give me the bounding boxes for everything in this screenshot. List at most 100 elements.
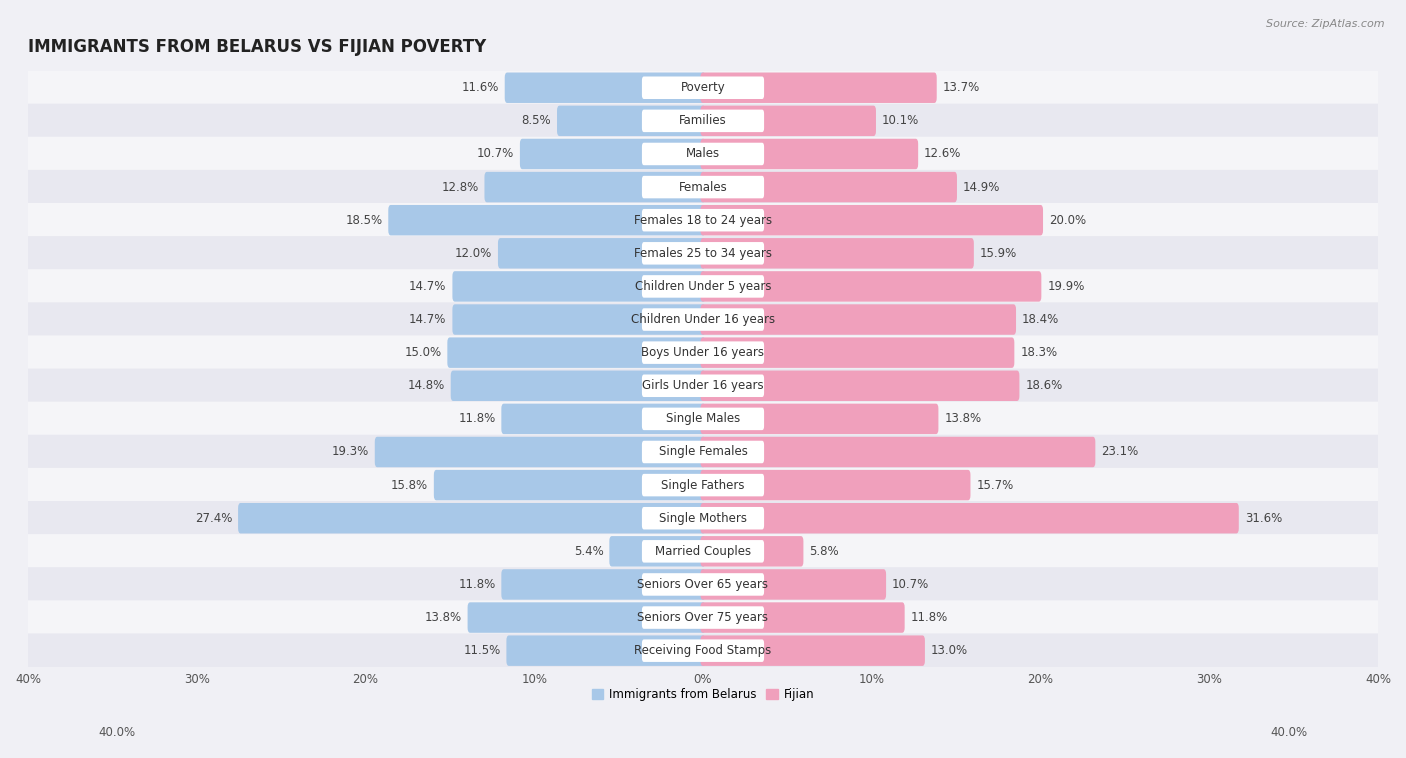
FancyBboxPatch shape [643, 507, 763, 530]
Text: 15.9%: 15.9% [980, 247, 1017, 260]
Text: Children Under 5 years: Children Under 5 years [634, 280, 772, 293]
FancyBboxPatch shape [700, 238, 974, 268]
FancyBboxPatch shape [700, 569, 886, 600]
Text: IMMIGRANTS FROM BELARUS VS FIJIAN POVERTY: IMMIGRANTS FROM BELARUS VS FIJIAN POVERT… [28, 38, 486, 56]
Text: 18.5%: 18.5% [346, 214, 382, 227]
FancyBboxPatch shape [643, 440, 763, 463]
FancyBboxPatch shape [700, 536, 803, 566]
FancyBboxPatch shape [28, 70, 1378, 105]
FancyBboxPatch shape [520, 139, 706, 169]
Text: 11.8%: 11.8% [458, 578, 495, 591]
FancyBboxPatch shape [28, 567, 1378, 602]
Text: 14.8%: 14.8% [408, 379, 444, 392]
Text: 11.8%: 11.8% [458, 412, 495, 425]
Text: 19.9%: 19.9% [1047, 280, 1084, 293]
FancyBboxPatch shape [447, 337, 706, 368]
Text: 14.9%: 14.9% [963, 180, 1000, 193]
FancyBboxPatch shape [28, 104, 1378, 138]
FancyBboxPatch shape [700, 437, 1095, 467]
FancyBboxPatch shape [700, 105, 876, 136]
Text: Single Males: Single Males [666, 412, 740, 425]
Text: 40.0%: 40.0% [98, 726, 135, 739]
FancyBboxPatch shape [643, 77, 763, 99]
Text: 10.1%: 10.1% [882, 114, 920, 127]
FancyBboxPatch shape [506, 635, 706, 666]
FancyBboxPatch shape [28, 368, 1378, 403]
FancyBboxPatch shape [502, 404, 706, 434]
FancyBboxPatch shape [700, 172, 957, 202]
FancyBboxPatch shape [643, 408, 763, 430]
Text: 12.8%: 12.8% [441, 180, 478, 193]
Text: Single Mothers: Single Mothers [659, 512, 747, 525]
FancyBboxPatch shape [700, 205, 1043, 236]
Text: 13.0%: 13.0% [931, 644, 967, 657]
Text: 15.8%: 15.8% [391, 478, 427, 492]
FancyBboxPatch shape [700, 470, 970, 500]
Text: Boys Under 16 years: Boys Under 16 years [641, 346, 765, 359]
Text: 11.5%: 11.5% [463, 644, 501, 657]
FancyBboxPatch shape [700, 635, 925, 666]
Text: 18.4%: 18.4% [1022, 313, 1059, 326]
FancyBboxPatch shape [28, 634, 1378, 668]
FancyBboxPatch shape [643, 209, 763, 231]
FancyBboxPatch shape [643, 341, 763, 364]
FancyBboxPatch shape [388, 205, 706, 236]
FancyBboxPatch shape [453, 271, 706, 302]
FancyBboxPatch shape [28, 435, 1378, 469]
FancyBboxPatch shape [643, 242, 763, 265]
FancyBboxPatch shape [700, 404, 938, 434]
Text: 18.3%: 18.3% [1021, 346, 1057, 359]
Text: 13.8%: 13.8% [945, 412, 981, 425]
FancyBboxPatch shape [375, 437, 706, 467]
FancyBboxPatch shape [609, 536, 706, 566]
Text: 5.4%: 5.4% [574, 545, 603, 558]
Text: 14.7%: 14.7% [409, 313, 447, 326]
Text: 19.3%: 19.3% [332, 446, 368, 459]
FancyBboxPatch shape [28, 269, 1378, 304]
FancyBboxPatch shape [28, 501, 1378, 535]
FancyBboxPatch shape [643, 640, 763, 662]
Text: 15.7%: 15.7% [976, 478, 1014, 492]
FancyBboxPatch shape [643, 374, 763, 397]
Text: Source: ZipAtlas.com: Source: ZipAtlas.com [1267, 19, 1385, 29]
Text: 20.0%: 20.0% [1049, 214, 1085, 227]
FancyBboxPatch shape [28, 302, 1378, 337]
FancyBboxPatch shape [643, 275, 763, 298]
FancyBboxPatch shape [700, 73, 936, 103]
Text: Single Fathers: Single Fathers [661, 478, 745, 492]
Text: 5.8%: 5.8% [810, 545, 839, 558]
FancyBboxPatch shape [643, 606, 763, 629]
Text: Families: Families [679, 114, 727, 127]
Text: 15.0%: 15.0% [405, 346, 441, 359]
Text: 11.6%: 11.6% [461, 81, 499, 94]
Text: Single Females: Single Females [658, 446, 748, 459]
FancyBboxPatch shape [643, 474, 763, 496]
Text: 40.0%: 40.0% [1271, 726, 1308, 739]
FancyBboxPatch shape [28, 600, 1378, 634]
FancyBboxPatch shape [498, 238, 706, 268]
FancyBboxPatch shape [28, 203, 1378, 237]
Text: 23.1%: 23.1% [1101, 446, 1139, 459]
FancyBboxPatch shape [643, 176, 763, 199]
FancyBboxPatch shape [28, 170, 1378, 205]
Text: Females 25 to 34 years: Females 25 to 34 years [634, 247, 772, 260]
Text: Seniors Over 75 years: Seniors Over 75 years [637, 611, 769, 624]
FancyBboxPatch shape [451, 371, 706, 401]
FancyBboxPatch shape [557, 105, 706, 136]
FancyBboxPatch shape [643, 309, 763, 330]
Text: 8.5%: 8.5% [522, 114, 551, 127]
FancyBboxPatch shape [28, 534, 1378, 568]
FancyBboxPatch shape [700, 371, 1019, 401]
Text: Seniors Over 65 years: Seniors Over 65 years [637, 578, 769, 591]
Text: 10.7%: 10.7% [891, 578, 929, 591]
FancyBboxPatch shape [643, 573, 763, 596]
FancyBboxPatch shape [434, 470, 706, 500]
FancyBboxPatch shape [468, 603, 706, 633]
FancyBboxPatch shape [700, 304, 1017, 335]
Text: 11.8%: 11.8% [911, 611, 948, 624]
FancyBboxPatch shape [28, 136, 1378, 171]
FancyBboxPatch shape [28, 236, 1378, 271]
Text: Females: Females [679, 180, 727, 193]
Text: Poverty: Poverty [681, 81, 725, 94]
Text: 31.6%: 31.6% [1244, 512, 1282, 525]
